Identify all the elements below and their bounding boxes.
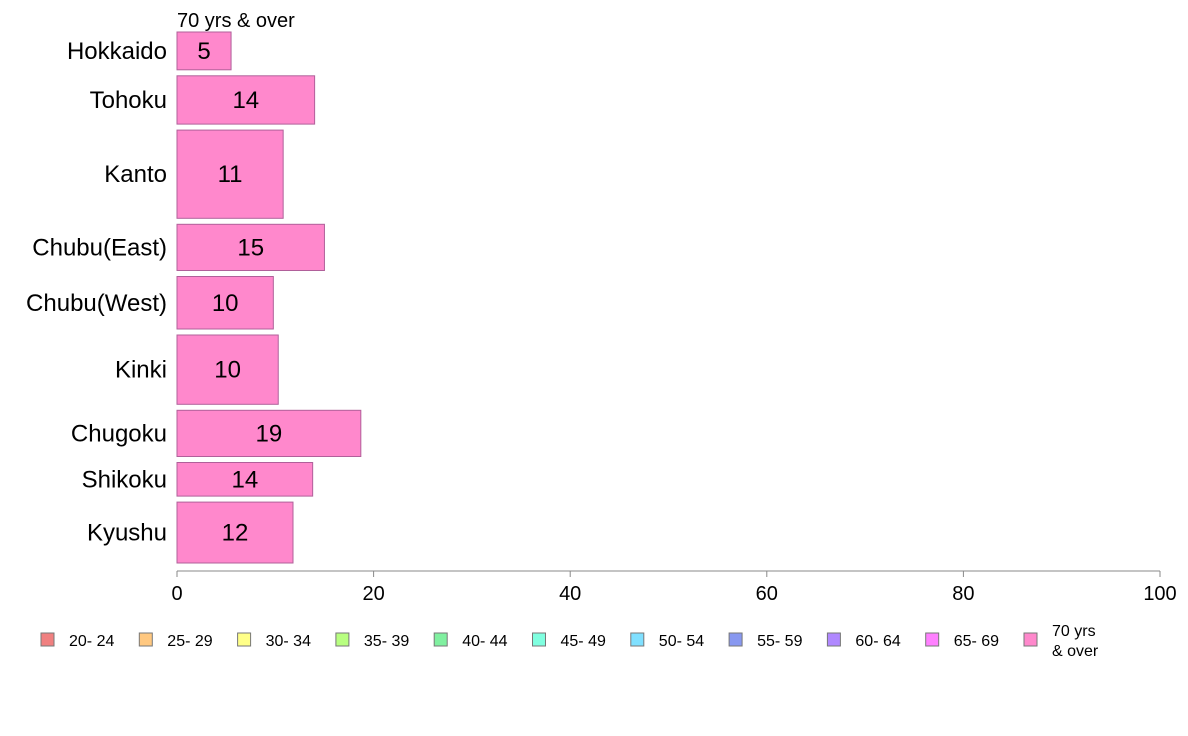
x-tick-label: 100 (1143, 583, 1176, 605)
bar-value-label: 10 (212, 290, 239, 317)
category-label: Chubu(East) (32, 234, 167, 261)
x-tick-label: 60 (756, 583, 778, 605)
legend-label: 70 yrs & over (1052, 623, 1099, 660)
category-label: Shikoku (82, 466, 167, 493)
category-label: Hokkaido (67, 38, 167, 65)
bar-value-label: 12 (222, 520, 249, 547)
bar-value-label: 5 (197, 38, 210, 65)
legend-label: 45- 49 (561, 633, 606, 650)
legend-swatch (1023, 632, 1038, 647)
bar-value-label: 10 (214, 357, 241, 384)
category-labels: Hokkaido Tohoku Kanto Chubu(East) Chubu(West… (26, 38, 167, 547)
bar-kyushu (176, 501, 294, 564)
category-label: Kinki (115, 357, 167, 384)
legend-label: 25- 29 (167, 633, 212, 650)
bars-group: 5 14 11 15 10 10 19 14 12 (176, 31, 362, 564)
bar-value-label: 15 (237, 234, 264, 261)
x-tick-label: 40 (559, 583, 581, 605)
x-tick-label: 0 (171, 583, 182, 605)
x-axis: 0 20 40 60 80 100 (171, 570, 1177, 605)
bar-value-label: 19 (256, 420, 283, 447)
legend-label: 55- 59 (757, 633, 802, 650)
legend-label: 40- 44 (462, 633, 507, 650)
bar-chubu-west- (176, 276, 274, 330)
legend-label: 50- 54 (659, 633, 704, 650)
legend-swatch (532, 632, 546, 647)
legend-swatch (630, 632, 645, 647)
legend-label: 35- 39 (364, 633, 409, 650)
bar-hokkaido (176, 31, 232, 71)
bar-shikoku (176, 462, 314, 497)
bar-value-label: 14 (232, 87, 259, 114)
series-title: 70 yrs & over (177, 10, 295, 32)
legend-swatch (237, 632, 252, 647)
legend-swatch (138, 632, 153, 647)
legend-swatch (40, 632, 55, 647)
legend-swatch (925, 632, 940, 647)
legend-label: 20- 24 (69, 633, 114, 650)
legend-label: 60- 64 (855, 633, 900, 650)
bar-tohoku (176, 75, 316, 125)
bar-value-label: 14 (231, 466, 258, 493)
bar-chubu-east- (176, 223, 325, 272)
x-tick-label: 80 (952, 583, 974, 605)
bar-value-label: 11 (218, 161, 243, 188)
bar-kinki (176, 334, 279, 405)
x-tick-label: 20 (362, 583, 384, 605)
category-label: Kyushu (87, 520, 167, 547)
legend-swatch (826, 632, 841, 647)
legend-swatch (433, 632, 448, 647)
legend: 20- 24 25- 29 30- 34 35- 39 40- 44 45- 49 50- … (40, 623, 1099, 660)
bar-kanto (176, 129, 284, 219)
category-label: Chugoku (71, 420, 167, 447)
category-label: Chubu(West) (26, 290, 167, 317)
legend-label: 30- 34 (266, 633, 311, 650)
legend-label: 65- 69 (954, 633, 999, 650)
category-label: Kanto (104, 161, 167, 188)
bar-chugoku (176, 409, 362, 457)
legend-swatch (728, 632, 743, 647)
legend-swatch (335, 632, 350, 647)
category-label: Tohoku (90, 87, 167, 114)
